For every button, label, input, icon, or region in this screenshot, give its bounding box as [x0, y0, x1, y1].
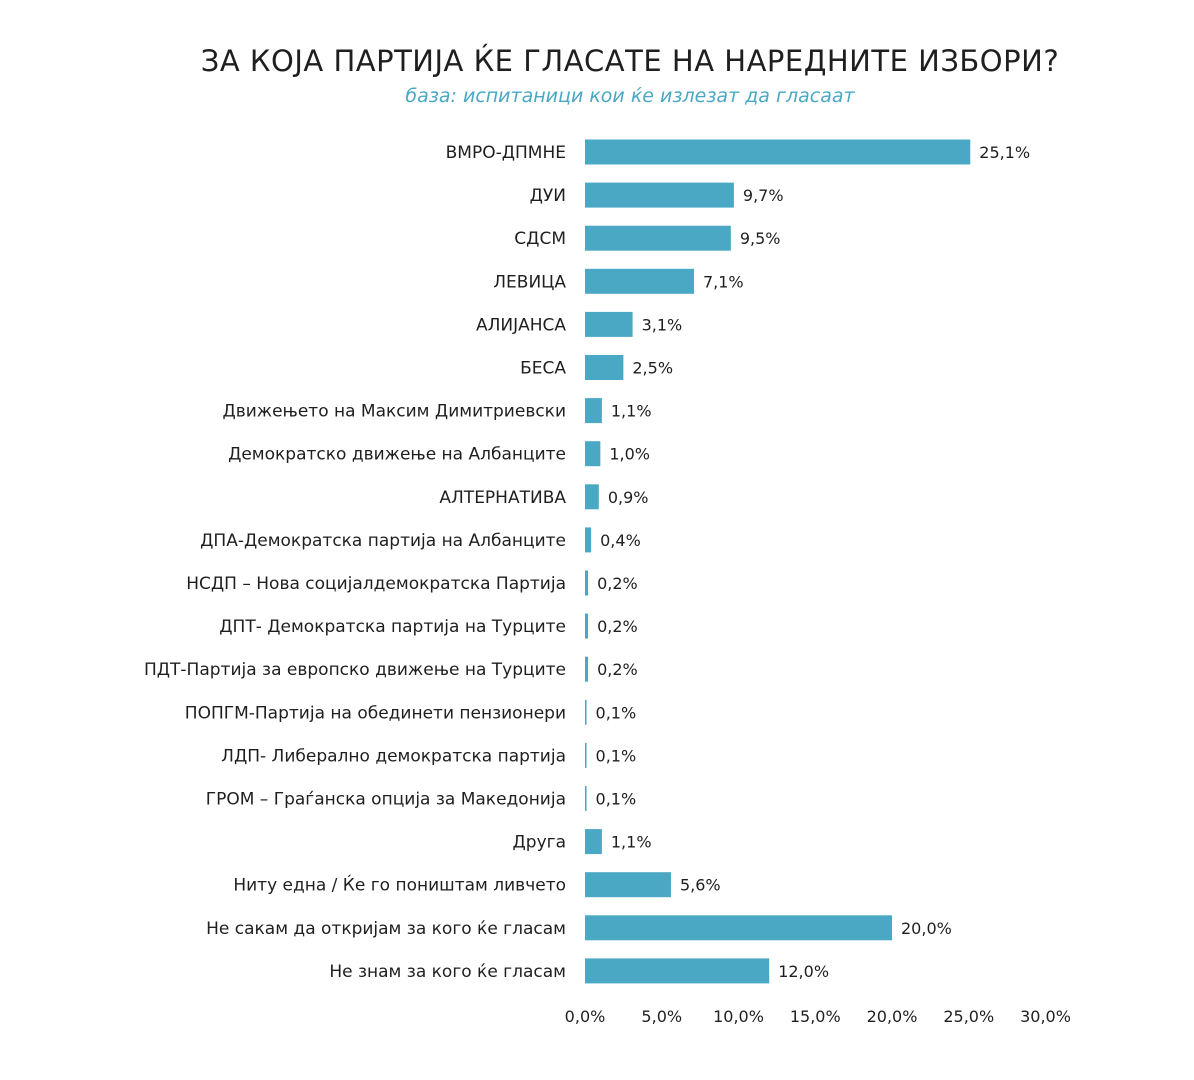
chart-title: ЗА КОЈА ПАРТИЈА ЌЕ ГЛАСАТЕ НА НАРЕДНИТЕ …	[200, 44, 1060, 78]
value-label: 9,5%	[740, 229, 781, 248]
value-label: 0,2%	[597, 574, 638, 593]
x-tick-label: 0,0%	[565, 1007, 606, 1026]
x-tick-label: 25,0%	[943, 1007, 994, 1026]
category-label: ГРОМ – Граѓанска опција за Македонија	[206, 790, 566, 810]
category-label: ДУИ	[530, 186, 566, 206]
value-label: 1,1%	[611, 402, 652, 421]
bar-16	[585, 829, 602, 855]
category-label: ПОПГМ-Партија на обединети пензионери	[185, 703, 566, 723]
category-label: ЛДП- Либерално демократска партија	[221, 746, 566, 766]
bar-17	[585, 872, 671, 898]
value-label: 25,1%	[979, 143, 1030, 162]
category-labels-group: ВМРО-ДПМНЕ ДУИ СДСМ ЛЕВИЦА АЛИЈАНСА БЕСА Движе…	[144, 143, 566, 982]
value-label: 2,5%	[632, 359, 673, 378]
category-label: Демократско движење на Албанците	[228, 445, 566, 465]
value-label: 0,1%	[596, 703, 637, 722]
value-label: 1,1%	[611, 833, 652, 852]
bar-4	[585, 311, 633, 337]
bar-10	[585, 570, 589, 596]
value-label: 1,0%	[609, 445, 650, 464]
bar-5	[585, 355, 624, 380]
category-label: Друга	[513, 833, 566, 853]
value-labels-group: 25,1% 9,7% 9,5% 7,1% 3,1% 2,5% 1,1% 1,0% 0,9% 0,4…	[596, 143, 1031, 981]
value-label: 12,0%	[778, 962, 829, 981]
value-label: 0,1%	[596, 746, 637, 765]
bar-9	[585, 527, 592, 553]
category-label: Не знам за кого ќе гласам	[329, 962, 566, 982]
value-label: 0,1%	[596, 790, 637, 809]
bar-1	[585, 182, 734, 208]
value-label: 0,2%	[597, 660, 638, 679]
category-label: СДСМ	[514, 229, 566, 249]
x-tick-label: 10,0%	[713, 1007, 764, 1026]
bar-19	[585, 958, 770, 984]
bar-15	[585, 786, 587, 811]
category-label: Движењето на Максим Димитриевски	[222, 402, 566, 422]
value-label: 0,9%	[608, 488, 649, 507]
value-label: 20,0%	[901, 919, 952, 938]
category-label: ПДТ-Партија за европско движење на Турци…	[144, 660, 566, 680]
category-label: АЛТЕРНАТИВА	[439, 488, 566, 508]
value-label: 0,2%	[597, 617, 638, 636]
x-tick-label: 15,0%	[790, 1007, 841, 1026]
category-label: ЛЕВИЦА	[493, 272, 566, 292]
value-label: 3,1%	[642, 315, 683, 334]
bar-2	[585, 225, 731, 251]
category-label: БЕСА	[520, 359, 566, 379]
category-label: НСДП – Нова социјалдемократска Партија	[186, 574, 566, 594]
category-label: ДПТ- Демократска партија на Турците	[219, 617, 566, 637]
bar-0	[585, 139, 971, 165]
value-label: 0,4%	[600, 531, 641, 550]
value-label: 9,7%	[743, 186, 784, 205]
bar-14	[585, 742, 587, 768]
value-label: 5,6%	[680, 876, 721, 895]
x-axis-ticks-group: 0,0% 5,0% 10,0% 15,0% 20,0% 25,0% 30,0%	[565, 1007, 1071, 1026]
x-tick-label: 5,0%	[641, 1007, 682, 1026]
category-label: Ниту една / Ќе го поништам ливчето	[233, 874, 566, 896]
x-tick-label: 20,0%	[867, 1007, 918, 1026]
bars-group	[585, 139, 971, 984]
category-label: Не сакам да откријам за кого ќе гласам	[206, 919, 566, 939]
category-label: ВМРО-ДПМНЕ	[446, 143, 566, 163]
bar-7	[585, 441, 601, 467]
category-label: АЛИЈАНСА	[476, 315, 566, 335]
bar-18	[585, 915, 892, 941]
bar-6	[585, 398, 602, 424]
bar-3	[585, 268, 694, 294]
bar-8	[585, 484, 599, 510]
bar-12	[585, 656, 589, 682]
chart-subtitle: база: испитаници кои ќе излезат да гласа…	[405, 85, 855, 107]
x-tick-label: 30,0%	[1020, 1007, 1071, 1026]
bar-13	[585, 699, 587, 725]
value-label: 7,1%	[703, 272, 744, 291]
bar-11	[585, 613, 589, 639]
category-label: ДПА-Демократска партија на Албанците	[200, 531, 566, 551]
